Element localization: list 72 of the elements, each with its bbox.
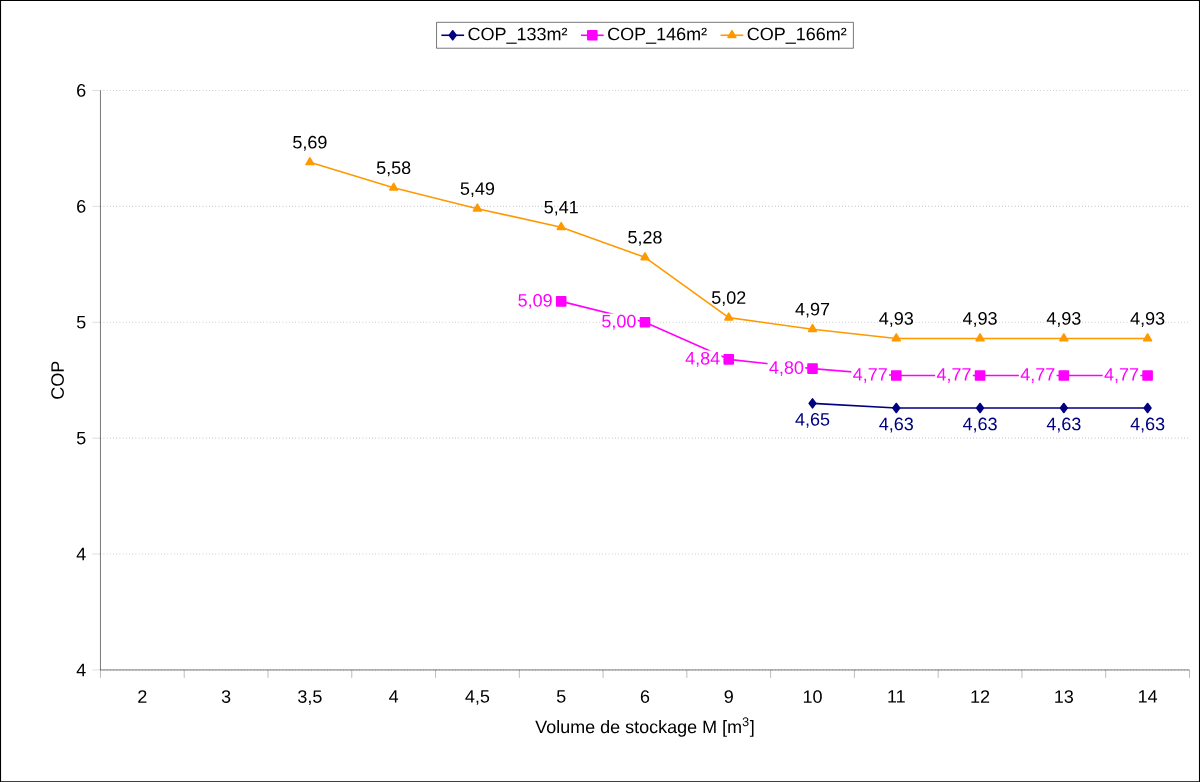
x-tick-label: 4,5	[465, 690, 490, 705]
data-label: 5,49	[460, 182, 495, 197]
y-tick-label: 5	[76, 315, 86, 329]
point	[974, 370, 986, 381]
data-label: 4,77	[853, 368, 887, 383]
data-label: 5,41	[544, 200, 578, 216]
y-tick-label: 6	[77, 199, 86, 213]
point	[891, 332, 901, 342]
point	[305, 156, 315, 166]
x-axis-title: Volume de stockage M [m$^{3}$]	[535, 717, 754, 737]
point	[640, 251, 650, 261]
data-label: 4,93	[1046, 311, 1081, 327]
point	[808, 397, 817, 409]
point	[1059, 332, 1069, 342]
point	[892, 402, 901, 414]
data-label: 4,93	[1130, 311, 1165, 327]
point	[890, 370, 902, 381]
data-label: 4,93	[879, 311, 913, 327]
x-tick-label: 6	[640, 690, 650, 703]
data-label: 5,09	[518, 293, 552, 309]
point	[807, 363, 818, 374]
x-tick-label: 3,5	[298, 690, 322, 705]
data-label: 5,58	[376, 161, 411, 177]
y-tick-label: 4	[76, 547, 86, 561]
x-tick-label: 5	[556, 690, 566, 703]
point	[1143, 402, 1152, 414]
data-label: 4,77	[1104, 368, 1139, 383]
data-label: 4,93	[962, 311, 997, 327]
data-label: 5,28	[628, 230, 662, 246]
point	[1142, 332, 1153, 342]
x-tick-label: 11	[888, 690, 905, 703]
point	[1142, 370, 1153, 381]
data-label: 4,77	[936, 368, 971, 383]
data-label: 5,02	[711, 290, 746, 306]
data-label: 4,80	[769, 360, 804, 376]
x-tick-label: 9	[724, 690, 733, 703]
x-tick-label: 10	[803, 690, 822, 703]
y-axis-title: COP	[51, 361, 64, 399]
data-label: 5,00	[602, 314, 636, 330]
point	[807, 323, 818, 333]
point	[555, 295, 567, 307]
point	[1058, 370, 1070, 381]
data-label: 4,97	[795, 302, 830, 318]
legend-label: COP_133m²	[468, 27, 568, 44]
point	[724, 312, 734, 321]
point	[1059, 402, 1069, 414]
point	[975, 402, 985, 414]
x-tick-label: 3	[221, 690, 231, 703]
point	[472, 203, 483, 212]
data-label: 4,63	[1130, 417, 1165, 433]
data-label: 5,69	[293, 135, 327, 151]
data-label: 4,84	[685, 351, 720, 367]
data-label: 4,63	[879, 417, 913, 433]
point	[975, 332, 985, 342]
point	[639, 316, 651, 328]
data-label: 4,77	[1020, 368, 1055, 383]
data-label: 4,63	[1046, 417, 1081, 433]
point	[723, 353, 735, 365]
y-tick-label: 4	[76, 663, 86, 676]
point	[556, 221, 566, 231]
y-tick-label: 6	[77, 83, 86, 97]
data-label: 4,65	[795, 412, 830, 428]
legend-label: COP_166m²	[747, 27, 847, 44]
y-tick-label: 5	[76, 431, 86, 445]
legend-label: COP_146m²	[608, 27, 707, 44]
point	[388, 182, 399, 191]
x-tick-label: 2	[138, 690, 147, 703]
x-tick-label: 14	[1138, 690, 1158, 703]
x-tick-label: 13	[1055, 690, 1074, 703]
data-label: 4,63	[962, 417, 997, 433]
x-tick-label: 12	[971, 690, 990, 703]
x-tick-label: 4	[389, 690, 399, 703]
